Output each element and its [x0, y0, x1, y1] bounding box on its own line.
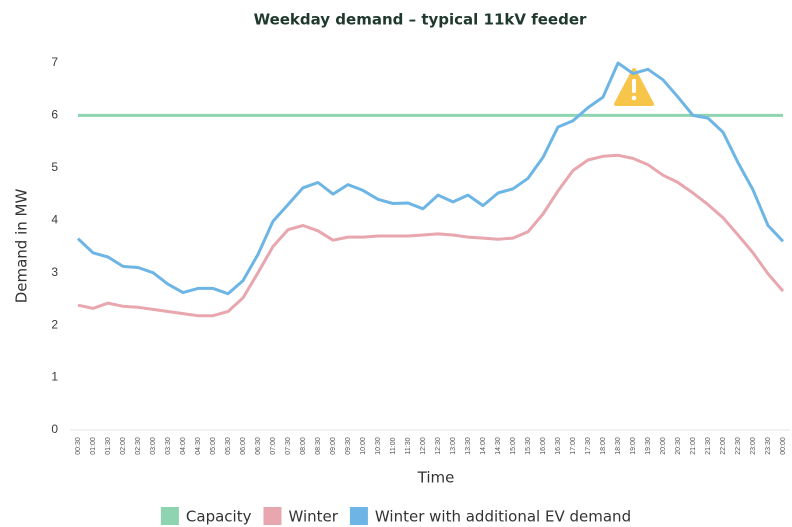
x-tick-label: 12:30: [435, 437, 442, 455]
x-tick-label: 10:30: [375, 437, 382, 455]
legend-label: Capacity: [186, 508, 252, 526]
series-line: [76, 61, 785, 296]
x-tick-label: 09:30: [345, 437, 352, 455]
x-tick-label: 13:00: [450, 437, 457, 455]
y-tick-label: 6: [51, 108, 58, 122]
x-tick-label: 13:30: [465, 437, 472, 455]
x-tick-label: 00:30: [75, 437, 82, 455]
x-tick-label: 07:30: [285, 437, 292, 455]
x-tick-label: 12:00: [420, 437, 427, 455]
x-tick-label: 17:30: [585, 437, 592, 455]
x-tick-label: 21:30: [705, 437, 712, 455]
x-tick-label: 05:00: [210, 437, 217, 455]
x-tick-label: 16:30: [555, 437, 562, 455]
x-tick-label: 10:00: [360, 437, 367, 455]
x-tick-label: 01:00: [90, 437, 97, 455]
x-tick-label: 18:30: [615, 437, 622, 455]
x-tick-label: 11:30: [405, 437, 412, 454]
legend: Capacity Winter Winter with additional EV …: [160, 507, 631, 526]
y-tick-label: 7: [51, 55, 58, 69]
x-tick-label: 19:00: [630, 437, 637, 455]
x-tick-label: 01:30: [105, 437, 112, 455]
legend-swatch: [349, 507, 368, 525]
x-tick-label: 05:30: [225, 437, 232, 455]
legend-swatch: [263, 507, 282, 525]
x-tick-label: 20:30: [675, 437, 682, 455]
y-tick-label: 4: [51, 212, 58, 226]
x-tick-label: 08:00: [300, 437, 307, 455]
x-tick-label: 14:30: [495, 437, 502, 455]
y-tick-label: 2: [51, 317, 58, 331]
x-tick-label: 22:30: [735, 437, 742, 455]
x-tick-label: 16:00: [540, 437, 547, 455]
x-tick-label: 09:00: [330, 437, 337, 455]
warning-icon: [614, 68, 654, 106]
x-tick-label: 08:30: [315, 437, 322, 455]
x-tick-label: 02:30: [135, 437, 142, 455]
legend-swatch: [160, 507, 179, 525]
y-tick-label: 0: [51, 422, 58, 436]
series-line: [77, 153, 785, 318]
x-tick-label: 03:30: [165, 437, 172, 455]
y-axis-label: Demand in MW: [13, 189, 31, 304]
y-tick-label: 5: [51, 160, 58, 174]
x-tick-label: 19:30: [645, 437, 652, 455]
x-tick-label: 23:00: [750, 437, 757, 455]
x-tick-label: 04:30: [195, 437, 202, 455]
x-axis-label: Time: [417, 469, 455, 487]
legend-label: Winter with additional EV demand: [375, 508, 631, 526]
x-tick-label: 22:00: [720, 437, 727, 455]
chart-title: Weekday demand – typical 11kV feeder: [254, 11, 587, 29]
x-tick-label: 23:30: [765, 437, 772, 455]
legend-label: Winter: [288, 508, 338, 526]
x-tick-label: 06:30: [255, 437, 262, 455]
x-tick-label: 21:00: [690, 437, 697, 455]
x-tick-label: 00:00: [780, 437, 787, 455]
x-tick-label: 04:00: [180, 437, 187, 455]
x-tick-label: 17:00: [570, 437, 577, 455]
x-tick-label: 06:00: [240, 437, 247, 455]
x-tick-label: 20:00: [660, 437, 667, 455]
x-tick-label: 11:00: [390, 437, 397, 454]
x-tick-label: 18:00: [600, 437, 607, 455]
x-tick-label: 14:00: [480, 437, 487, 455]
x-tick-label: 03:00: [150, 437, 157, 455]
x-tick-label: 15:30: [525, 437, 532, 455]
y-tick-label: 1: [51, 370, 58, 384]
x-tick-label: 02:00: [120, 437, 127, 455]
x-tick-label: 07:00: [270, 437, 277, 455]
x-tick-label: 15:00: [510, 437, 517, 455]
y-tick-label: 3: [51, 265, 58, 279]
